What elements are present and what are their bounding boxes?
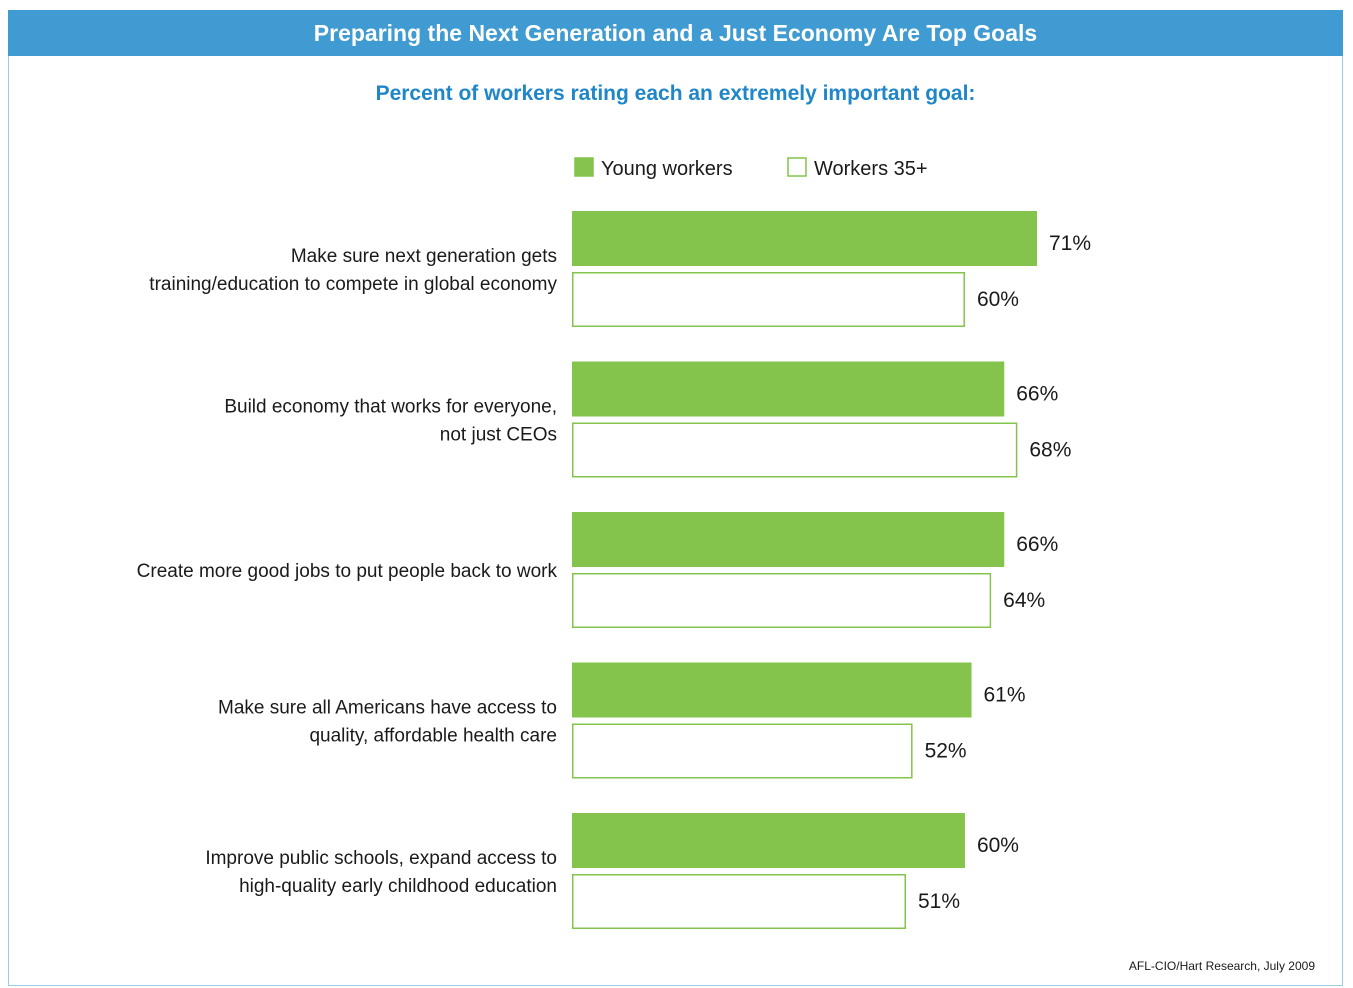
- bar-young-workers: [572, 211, 1037, 266]
- category-label: quality, affordable health care: [309, 726, 557, 747]
- chart-frame: [8, 10, 1343, 986]
- value-label-young: 66%: [1016, 533, 1058, 556]
- value-label-young: 60%: [977, 834, 1019, 857]
- value-label-older: 60%: [977, 288, 1019, 311]
- bar-young-workers: [572, 512, 1005, 567]
- category-labels: Make sure next generation gets training/e…: [137, 246, 558, 897]
- bar-workers-35plus: [572, 573, 992, 628]
- category-label: training/education to compete in global …: [149, 274, 557, 295]
- legend-label-older: Workers 35+: [814, 158, 928, 180]
- bar-workers-35plus: [572, 422, 1018, 478]
- bars: [572, 211, 1037, 929]
- category-label: Make sure next generation gets: [291, 246, 557, 267]
- legend-swatch-young: [574, 157, 594, 177]
- category-label: Build economy that works for everyone,: [224, 397, 557, 418]
- value-label-young: 66%: [1016, 383, 1058, 406]
- value-label-older: 68%: [1029, 439, 1071, 462]
- bar-workers-35plus: [572, 723, 913, 779]
- value-label-young: 61%: [984, 684, 1026, 707]
- bar-workers-35plus: [572, 874, 907, 929]
- value-label-older: 64%: [1003, 589, 1045, 612]
- bar-workers-35plus: [572, 272, 965, 327]
- value-label-older: 51%: [918, 890, 960, 913]
- bar-young-workers: [572, 361, 1005, 417]
- value-label-older: 52%: [925, 740, 967, 763]
- value-label-young: 71%: [1049, 232, 1091, 255]
- category-label: high-quality early childhood education: [239, 876, 557, 897]
- bar-young-workers: [572, 813, 965, 868]
- category-label: Make sure all Americans have access to: [218, 698, 557, 719]
- chart-title: Preparing the Next Generation and a Just…: [8, 10, 1343, 56]
- legend-swatch-older: [787, 157, 807, 177]
- bar-young-workers: [572, 662, 972, 718]
- value-labels: 71% 60% 66% 68% 66% 64% 61% 52% 60% 51%: [918, 232, 1091, 913]
- category-label: Improve public schools, expand access to: [205, 848, 557, 869]
- source-note: AFL-CIO/Hart Research, July 2009: [1128, 959, 1315, 973]
- legend: Young workers Workers 35+: [574, 157, 928, 180]
- legend-label-young: Young workers: [601, 158, 733, 180]
- category-label: Create more good jobs to put people back…: [137, 561, 558, 582]
- category-label: not just CEOs: [440, 425, 557, 446]
- chart-subtitle: Percent of workers rating each an extrem…: [375, 82, 976, 105]
